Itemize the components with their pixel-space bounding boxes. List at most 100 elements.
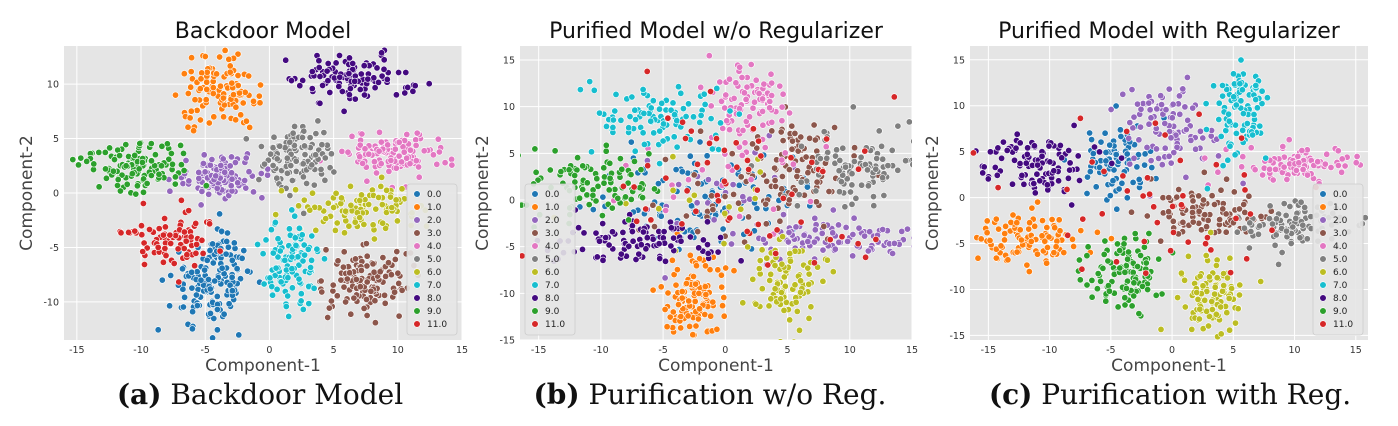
scatter-point-7-0 [1225, 110, 1233, 118]
scatter-point-5-0 [831, 152, 839, 160]
scatter-point-11-0 [1238, 134, 1246, 142]
scatter-point-5-0 [314, 117, 322, 125]
scatter-point-9-0 [114, 176, 122, 184]
scatter-point-3-0 [363, 252, 371, 260]
scatter-point-8-0 [308, 85, 316, 93]
scatter-point-7-0 [1203, 126, 1211, 134]
scatter-point-6-0 [805, 280, 813, 288]
scatter-point-6-0 [322, 215, 330, 223]
scatter-point-0-0 [703, 152, 711, 160]
scatter-point-11-0 [838, 233, 846, 241]
scatter-point-4-0 [377, 138, 385, 146]
scatter-point-2-0 [739, 193, 747, 201]
scatter-point-11-0 [872, 235, 880, 243]
scatter-point-9-0 [1120, 240, 1128, 248]
scatter-point-0-0 [1088, 136, 1096, 144]
scatter-point-6-0 [1181, 303, 1189, 311]
scatter-point-9-0 [1144, 286, 1152, 294]
legend: 0.01.02.03.04.05.06.07.08.09.011.0 [406, 183, 458, 336]
scatter-point-4-0 [391, 145, 399, 153]
scatter-point-2-0 [1135, 136, 1143, 144]
scatter-point-9-0 [621, 193, 629, 201]
scatter-point-6-0 [1212, 261, 1220, 269]
scatter-point-5-0 [1275, 260, 1283, 268]
scatter-point-8-0 [1066, 159, 1074, 167]
chart-title: Purified Model w/o Regularizer [549, 19, 884, 44]
scatter-point-6-0 [791, 281, 799, 289]
scatter-point-8-0 [349, 59, 357, 67]
scatter-point-7-0 [628, 93, 636, 101]
scatter-point-11-0 [854, 165, 862, 173]
scatter-point-9-0 [122, 162, 130, 170]
scatter-point-7-0 [716, 119, 724, 127]
scatter-point-5-0 [1273, 215, 1281, 223]
scatter-point-5-0 [310, 181, 318, 189]
scatter-point-11-0 [970, 149, 977, 157]
scatter-point-1-0 [696, 255, 704, 263]
scatter-point-6-0 [758, 246, 766, 254]
scatter-point-6-0 [739, 299, 747, 307]
scatter-point-8-0 [401, 89, 409, 97]
scatter-point-11-0 [764, 261, 772, 269]
legend-label: 5.0 [545, 255, 560, 265]
legend-label: 8.0 [545, 294, 560, 304]
scatter-point-2-0 [219, 155, 227, 163]
scatter-point-7-0 [291, 212, 299, 220]
scatter-point-3-0 [327, 297, 335, 305]
scatter-point-9-0 [627, 195, 635, 203]
scatter-point-4-0 [750, 98, 758, 106]
scatter-point-5-0 [1256, 222, 1264, 230]
scatter-point-1-0 [962, 219, 968, 225]
scatter-point-9-0 [627, 171, 635, 179]
scatter-point-1-0 [255, 92, 263, 100]
scatter-point-5-0 [321, 154, 329, 162]
scatter-point-4-0 [752, 76, 760, 84]
scatter-point-9-0 [1131, 230, 1139, 238]
scatter-point-3-0 [393, 248, 401, 256]
scatter-point-11-0 [630, 183, 638, 191]
scatter-point-9-0 [140, 175, 148, 183]
scatter-point-11-0 [140, 239, 148, 247]
scatter-point-8-0 [345, 70, 353, 78]
legend-marker [1319, 294, 1327, 302]
scatter-point-1-0 [1017, 236, 1025, 244]
scatter-point-1-0 [682, 279, 690, 287]
scatter-point-8-0 [602, 234, 610, 242]
scatter-point-9-0 [169, 160, 177, 168]
scatter-point-8-0 [994, 144, 1002, 152]
scatter-point-5-0 [320, 129, 328, 137]
scatter-point-0-0 [1133, 163, 1141, 171]
scatter-point-5-0 [1278, 249, 1286, 257]
scatter-point-8-0 [599, 256, 607, 264]
scatter-point-3-0 [813, 178, 821, 186]
scatter-point-1-0 [180, 70, 188, 78]
y-tick-label: 5 [53, 134, 59, 145]
scatter-point-8-0 [1030, 142, 1038, 150]
legend-label: 6.0 [427, 268, 442, 278]
scatter-point-6-0 [796, 288, 804, 296]
scatter-point-1-0 [1028, 204, 1036, 212]
scatter-point-8-0 [999, 138, 1007, 146]
y-tick-label: 15 [953, 55, 965, 66]
scatter-point-6-0 [786, 316, 794, 324]
scatter-point-5-0 [1282, 211, 1290, 219]
scatter-point-7-0 [285, 225, 293, 233]
scatter-point-4-0 [669, 193, 677, 201]
scatter-point-2-0 [1182, 126, 1190, 134]
scatter-point-6-0 [791, 338, 797, 340]
scatter-point-6-0 [777, 338, 784, 340]
scatter-point-7-0 [262, 236, 270, 244]
scatter-point-7-0 [682, 113, 690, 121]
scatter-point-7-0 [284, 274, 292, 282]
scatter-point-3-0 [1175, 186, 1183, 194]
scatter-point-1-0 [186, 114, 194, 122]
scatter-point-0-0 [1101, 129, 1109, 137]
scatter-point-11-0 [1150, 203, 1158, 211]
caption-b-letter: (b) [533, 378, 580, 411]
scatter-point-4-0 [398, 158, 406, 166]
scatter-point-3-0 [776, 217, 784, 225]
scatter-point-6-0 [786, 257, 794, 265]
scatter-point-11-0 [808, 158, 816, 166]
x-tick-label: -5 [658, 345, 667, 356]
scatter-point-3-0 [709, 206, 717, 214]
